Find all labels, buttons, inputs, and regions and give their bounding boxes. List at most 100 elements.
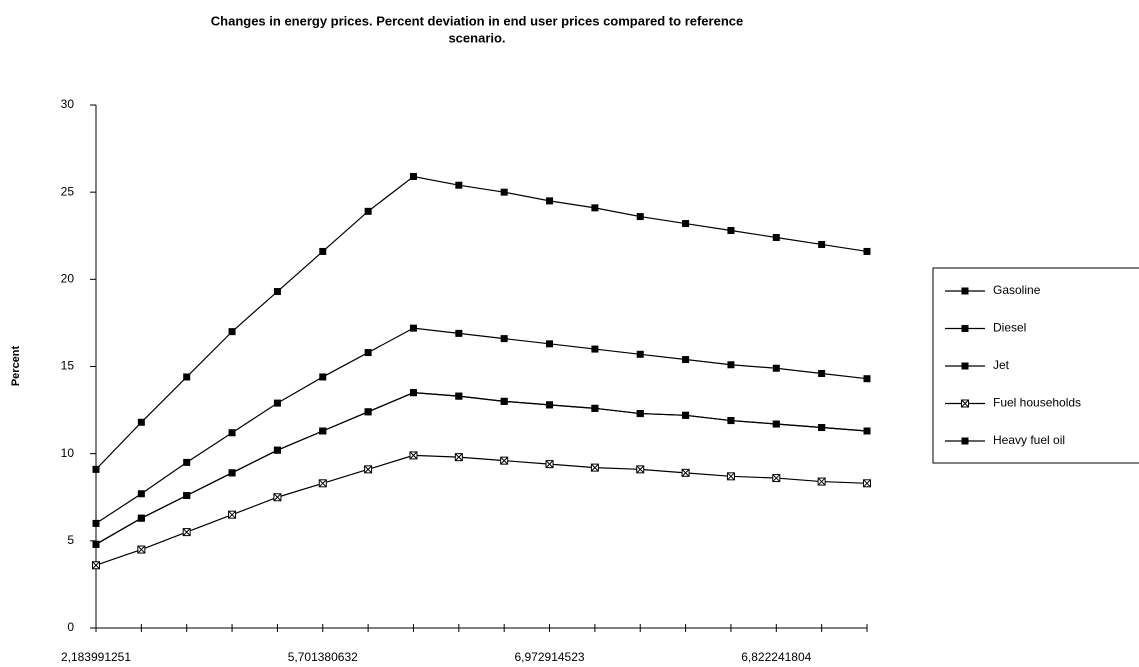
marker xyxy=(409,172,417,180)
marker xyxy=(455,181,463,189)
marker xyxy=(727,417,735,425)
series-line xyxy=(95,175,868,470)
marker xyxy=(454,453,463,462)
marker xyxy=(961,437,969,445)
marker-part xyxy=(228,510,236,519)
marker xyxy=(137,418,145,426)
marker-part xyxy=(500,456,509,465)
legend-label: Diesel xyxy=(993,321,1026,335)
marker xyxy=(319,373,327,381)
marker-part xyxy=(364,465,372,474)
marker xyxy=(228,469,236,477)
marker xyxy=(183,373,191,381)
marker xyxy=(319,247,327,255)
marker-part xyxy=(409,451,418,460)
marker xyxy=(183,458,191,466)
x-tick-label: 6,972914523 xyxy=(514,650,584,664)
marker xyxy=(961,325,969,332)
marker xyxy=(682,220,690,228)
chart-title: scenario. xyxy=(448,30,505,45)
marker xyxy=(273,288,281,296)
marker-part xyxy=(727,472,735,481)
marker xyxy=(772,420,780,428)
marker-part xyxy=(863,479,871,488)
marker xyxy=(961,399,969,408)
marker xyxy=(364,349,372,357)
marker xyxy=(228,429,236,437)
marker xyxy=(818,369,826,377)
x-tick-label: 6,822241804 xyxy=(741,650,811,664)
legend-label: Heavy fuel oil xyxy=(993,433,1065,447)
y-tick-label: 30 xyxy=(61,97,75,111)
marker xyxy=(961,362,969,370)
marker-part xyxy=(182,528,191,536)
marker-part xyxy=(636,465,645,474)
marker xyxy=(863,375,871,383)
marker xyxy=(183,492,191,500)
y-tick-label: 5 xyxy=(67,533,74,547)
marker xyxy=(863,479,871,488)
marker xyxy=(318,479,327,488)
marker xyxy=(545,460,554,469)
marker xyxy=(137,514,145,522)
marker-part xyxy=(92,561,100,570)
marker xyxy=(500,397,508,405)
series-line xyxy=(95,392,868,545)
series-line xyxy=(95,454,868,566)
marker xyxy=(863,247,871,255)
marker xyxy=(273,399,281,407)
marker xyxy=(273,446,281,454)
marker-part xyxy=(681,468,690,477)
marker xyxy=(726,472,735,481)
marker xyxy=(727,361,735,369)
legend-label: Jet xyxy=(993,358,1010,372)
marker xyxy=(455,329,463,337)
marker xyxy=(455,392,463,400)
marker xyxy=(636,465,645,474)
marker-part xyxy=(273,493,282,502)
marker xyxy=(863,427,871,435)
series-line xyxy=(95,392,868,545)
marker xyxy=(682,411,690,419)
marker xyxy=(182,528,191,537)
marker xyxy=(590,463,599,472)
legend-label: Fuel households xyxy=(993,396,1081,410)
legend-label: Gasoline xyxy=(993,283,1041,297)
marker xyxy=(228,510,237,519)
marker xyxy=(137,490,145,498)
marker xyxy=(409,324,417,332)
marker xyxy=(818,424,826,432)
marker-part xyxy=(318,479,327,488)
marker xyxy=(92,519,100,527)
y-tick-label: 25 xyxy=(61,184,75,198)
marker-part xyxy=(591,463,599,472)
marker xyxy=(228,328,236,336)
marker xyxy=(636,410,644,418)
marker xyxy=(591,345,599,353)
marker xyxy=(364,408,372,416)
marker xyxy=(772,474,781,483)
marker xyxy=(961,287,969,295)
marker xyxy=(591,404,599,412)
y-tick-label: 15 xyxy=(61,359,75,373)
marker xyxy=(727,227,735,235)
marker xyxy=(681,468,690,477)
marker-part xyxy=(772,474,781,482)
marker xyxy=(364,465,373,474)
x-tick-label: 2,183991251 xyxy=(61,650,131,664)
marker xyxy=(546,197,554,205)
marker xyxy=(500,456,509,465)
marker-part xyxy=(454,453,463,462)
marker xyxy=(772,364,780,372)
marker xyxy=(92,561,100,570)
marker xyxy=(273,493,282,502)
y-tick-label: 0 xyxy=(67,620,74,634)
marker xyxy=(591,204,599,212)
marker xyxy=(500,335,508,343)
marker xyxy=(500,188,508,196)
y-axis-label: Percent xyxy=(10,345,22,386)
marker xyxy=(818,240,826,248)
marker xyxy=(319,427,327,435)
marker xyxy=(636,350,644,358)
